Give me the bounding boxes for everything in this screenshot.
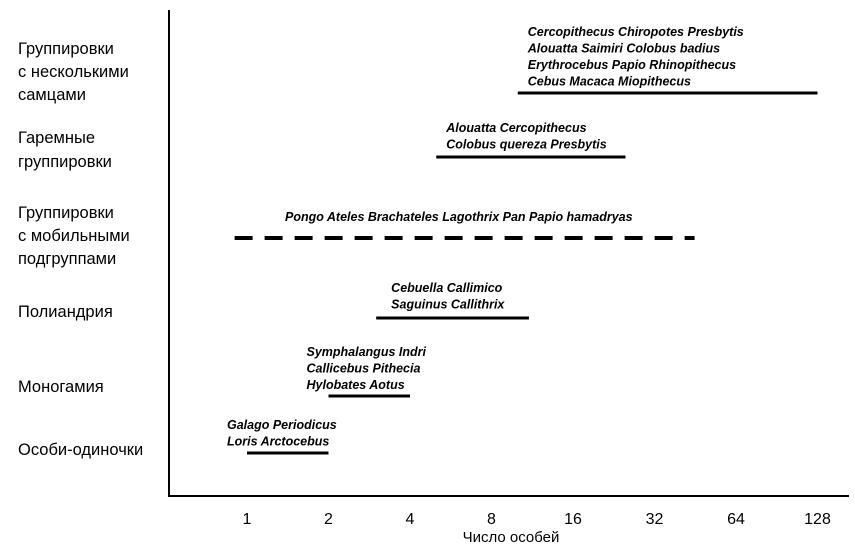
species-label: Cebuella Callimico: [391, 281, 503, 295]
x-tick-label: 8: [487, 511, 496, 528]
species-label: Loris Arctocebus: [227, 435, 329, 449]
series-group: Полиандрия Cebuella Callimico Saguinus Cal…: [18, 281, 529, 321]
x-tick-label: 128: [804, 511, 831, 528]
series-group: Моногамия Symphalangus Indri Callicebus Pi…: [18, 345, 427, 398]
series-marks: Группировки с несколькими самцами Cercopith…: [18, 25, 818, 459]
species-label: Cercopithecus Chiropotes Presbytis: [528, 25, 744, 39]
category-label: самцами: [18, 86, 86, 104]
series-group: Группировки с мобильными подгруппами Pongo …: [18, 204, 695, 268]
x-tick-label: 32: [646, 511, 664, 528]
category-label: Особи-одиночки: [18, 441, 143, 459]
category-label: Полиандрия: [18, 303, 113, 321]
species-label: Cebus Macaca Miopithecus: [528, 75, 691, 89]
x-axis-title: Число особей: [463, 529, 560, 546]
axes: [168, 10, 849, 497]
category-label: Группировки: [18, 40, 114, 58]
series-group: Особи-одиночки Galago Periodicus Loris Arc…: [18, 418, 337, 459]
species-label: Hylobates Aotus: [307, 378, 405, 392]
x-tick-label: 4: [406, 511, 415, 528]
x-tick-label: 1: [243, 511, 252, 528]
species-label: Colobus quereza Presbytis: [446, 138, 607, 152]
category-label: с несколькими: [18, 63, 129, 81]
species-label: Symphalangus Indri: [307, 345, 427, 359]
species-label: Erythrocebus Papio Rhinopithecus: [528, 58, 736, 72]
species-label: Galago Periodicus: [227, 418, 337, 432]
species-label: Callicebus Pithecia: [307, 362, 421, 376]
species-label: Alouatta Saimiri Colobus badius: [527, 42, 720, 56]
species-label: Saguinus Callithrix: [391, 298, 505, 312]
category-label: с мобильными: [18, 227, 130, 245]
category-label: подгруппами: [18, 250, 116, 268]
series-group: Гаремные группировки Alouatta Cercopithecu…: [18, 121, 626, 171]
series-group: Группировки с несколькими самцами Cercopith…: [18, 25, 818, 104]
x-tick-label: 64: [727, 511, 745, 528]
category-label: Моногамия: [18, 378, 104, 396]
category-label: Группировки: [18, 204, 114, 222]
species-label: Alouatta Cercopithecus: [445, 121, 586, 135]
category-label: группировки: [18, 153, 112, 171]
x-tick-label: 2: [324, 511, 333, 528]
x-tick-label: 16: [564, 511, 582, 528]
species-label: Pongo Ateles Brachateles Lagothrix Pan P…: [285, 210, 633, 224]
category-label: Гаремные: [18, 129, 95, 147]
x-tick-labels: 1 2 4 8 16 32 64 128: [243, 511, 831, 528]
